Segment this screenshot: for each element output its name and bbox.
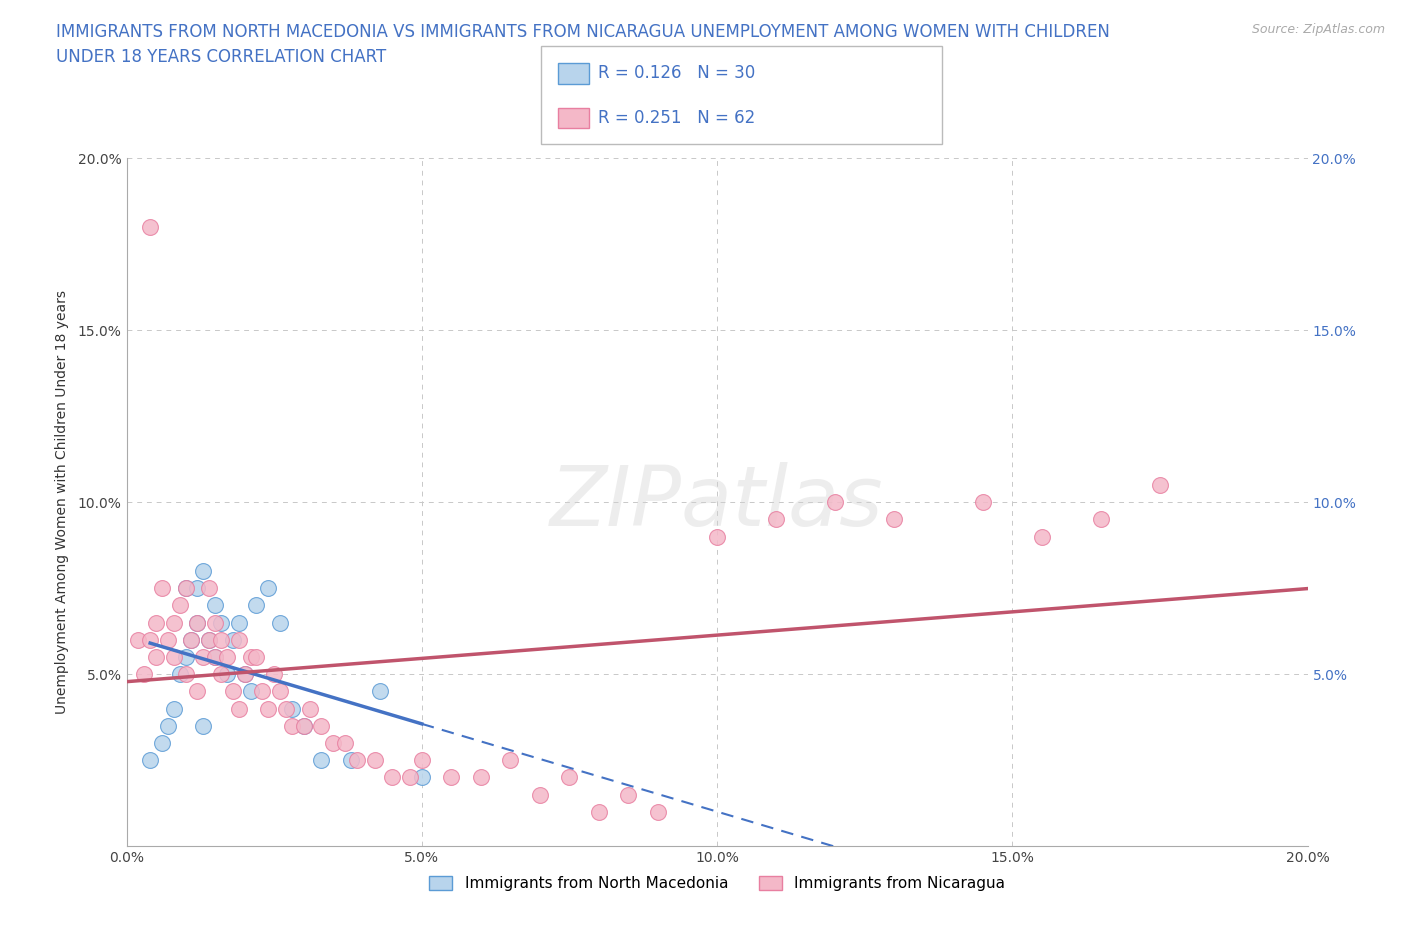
- Point: [588, 804, 610, 819]
- Point: [198, 632, 221, 647]
- Point: [156, 632, 179, 647]
- Point: [139, 219, 162, 234]
- Point: [186, 616, 208, 631]
- Point: [150, 736, 173, 751]
- Text: ZIPatlas: ZIPatlas: [550, 461, 884, 543]
- Point: [198, 632, 221, 647]
- Point: [499, 753, 522, 768]
- Point: [245, 649, 267, 664]
- Point: [411, 753, 433, 768]
- Point: [163, 616, 186, 631]
- Point: [824, 495, 846, 510]
- Point: [228, 616, 250, 631]
- Point: [558, 770, 581, 785]
- Point: [411, 770, 433, 785]
- Point: [706, 529, 728, 544]
- Point: [222, 632, 245, 647]
- Text: R = 0.126   N = 30: R = 0.126 N = 30: [598, 64, 755, 83]
- Point: [257, 701, 280, 716]
- Point: [281, 701, 304, 716]
- Point: [399, 770, 422, 785]
- Point: [127, 632, 149, 647]
- Point: [1090, 512, 1112, 526]
- Point: [322, 736, 344, 751]
- Point: [311, 753, 333, 768]
- Point: [215, 667, 238, 682]
- Text: IMMIGRANTS FROM NORTH MACEDONIA VS IMMIGRANTS FROM NICARAGUA UNEMPLOYMENT AMONG : IMMIGRANTS FROM NORTH MACEDONIA VS IMMIG…: [56, 23, 1111, 66]
- Point: [233, 667, 256, 682]
- Point: [169, 598, 191, 613]
- Point: [134, 667, 156, 682]
- Point: [163, 649, 186, 664]
- Point: [163, 701, 186, 716]
- Point: [198, 580, 221, 596]
- Point: [169, 667, 191, 682]
- Legend: Immigrants from North Macedonia, Immigrants from Nicaragua: Immigrants from North Macedonia, Immigra…: [423, 870, 1011, 897]
- Point: [193, 718, 215, 733]
- Point: [765, 512, 787, 526]
- Point: [204, 616, 226, 631]
- Point: [311, 718, 333, 733]
- Point: [883, 512, 905, 526]
- Point: [281, 718, 304, 733]
- Point: [228, 701, 250, 716]
- Point: [193, 649, 215, 664]
- Text: Source: ZipAtlas.com: Source: ZipAtlas.com: [1251, 23, 1385, 36]
- Point: [156, 718, 179, 733]
- Point: [174, 649, 197, 664]
- Point: [381, 770, 404, 785]
- Point: [292, 718, 315, 733]
- Point: [209, 632, 232, 647]
- Point: [222, 684, 245, 699]
- Point: [370, 684, 392, 699]
- Point: [139, 632, 162, 647]
- Point: [252, 684, 274, 699]
- Point: [204, 649, 226, 664]
- Point: [269, 616, 291, 631]
- Point: [1149, 478, 1171, 493]
- Point: [228, 632, 250, 647]
- Point: [274, 701, 297, 716]
- Text: R = 0.251   N = 62: R = 0.251 N = 62: [598, 109, 755, 127]
- Y-axis label: Unemployment Among Women with Children Under 18 years: Unemployment Among Women with Children U…: [55, 290, 69, 714]
- Point: [193, 564, 215, 578]
- Point: [245, 598, 267, 613]
- Point: [186, 580, 208, 596]
- Point: [292, 718, 315, 733]
- Point: [340, 753, 363, 768]
- Point: [470, 770, 492, 785]
- Point: [145, 616, 167, 631]
- Point: [233, 667, 256, 682]
- Point: [269, 684, 291, 699]
- Point: [204, 598, 226, 613]
- Point: [145, 649, 167, 664]
- Point: [647, 804, 669, 819]
- Point: [239, 684, 262, 699]
- Point: [174, 580, 197, 596]
- Point: [363, 753, 385, 768]
- Point: [204, 649, 226, 664]
- Point: [174, 667, 197, 682]
- Point: [209, 667, 232, 682]
- Point: [1031, 529, 1053, 544]
- Point: [150, 580, 173, 596]
- Point: [333, 736, 356, 751]
- Point: [139, 753, 162, 768]
- Point: [346, 753, 368, 768]
- Point: [972, 495, 994, 510]
- Point: [174, 580, 197, 596]
- Point: [239, 649, 262, 664]
- Point: [440, 770, 463, 785]
- Point: [186, 616, 208, 631]
- Point: [186, 684, 208, 699]
- Point: [180, 632, 202, 647]
- Point: [209, 616, 232, 631]
- Point: [617, 787, 640, 802]
- Point: [257, 580, 280, 596]
- Point: [298, 701, 321, 716]
- Point: [180, 632, 202, 647]
- Point: [529, 787, 551, 802]
- Point: [215, 649, 238, 664]
- Point: [263, 667, 285, 682]
